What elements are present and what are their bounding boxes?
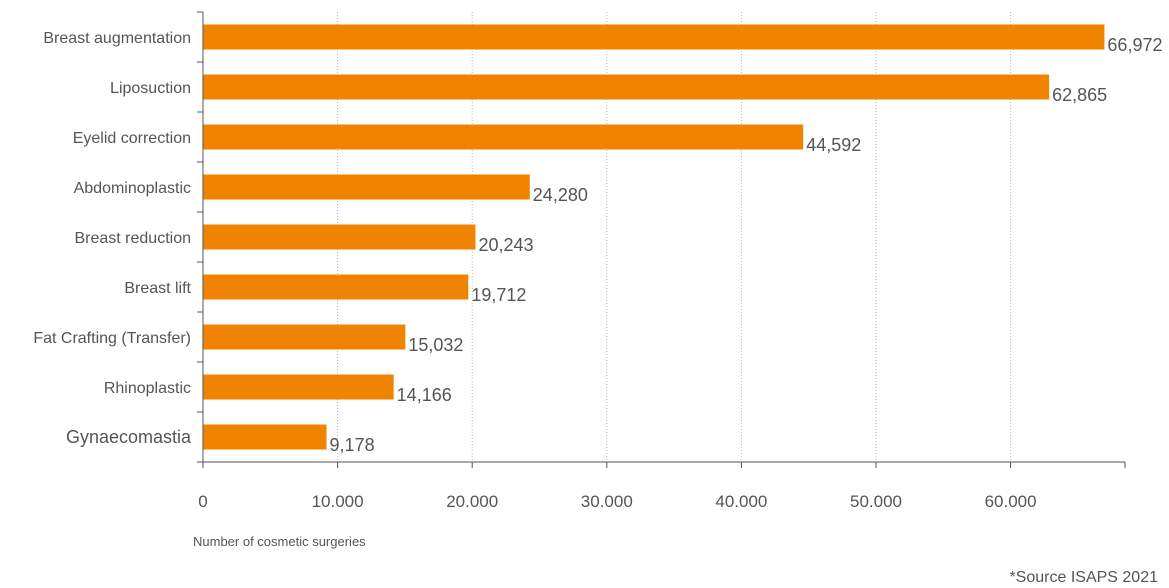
x-tick-label: 60.000 [985, 492, 1037, 511]
value-label: 15,032 [408, 335, 463, 355]
category-label: Breast lift [124, 280, 191, 297]
category-label: Breast reduction [74, 230, 191, 247]
category-label: Liposuction [110, 80, 191, 97]
bar [203, 74, 1050, 100]
bar [203, 374, 394, 400]
category-label: Breast augmentation [43, 30, 191, 47]
value-label: 66,972 [1107, 35, 1162, 55]
bar [203, 274, 469, 300]
x-tick-label: 50.000 [850, 492, 902, 511]
category-label: Abdominoplastic [74, 180, 191, 197]
bar [203, 224, 476, 250]
x-tick-label: 20.000 [446, 492, 498, 511]
bar [203, 424, 327, 450]
axes [197, 11, 1126, 468]
bars [203, 24, 1105, 450]
value-label: 9,178 [330, 435, 375, 455]
bar [203, 124, 804, 150]
value-labels: 66,972 62,865 44,592 24,280 20,243 19,712 15,0… [330, 35, 1163, 455]
x-axis-title: Number of cosmetic surgeries [193, 534, 366, 549]
x-tick-label: 30.000 [581, 492, 633, 511]
value-label: 62,865 [1052, 85, 1107, 105]
x-tick-label: 40.000 [715, 492, 767, 511]
value-label: 19,712 [471, 285, 526, 305]
value-label: 44,592 [806, 135, 861, 155]
value-label: 24,280 [533, 185, 588, 205]
bar [203, 324, 406, 350]
source-note: *Source ISAPS 2021 [1009, 569, 1158, 586]
bar [203, 24, 1105, 50]
category-labels: Breast augmentation Liposuction Eyelid cor… [33, 30, 192, 447]
category-label: Eyelid correction [73, 130, 191, 147]
value-label: 14,166 [397, 385, 452, 405]
category-label: Rhinoplastic [104, 380, 191, 397]
x-tick-label: 10.000 [312, 492, 364, 511]
x-tick-labels: 0 10.000 20.000 30.000 40.000 50.000 60.000 [198, 492, 1036, 511]
x-tick-label: 0 [198, 492, 207, 511]
bar [203, 174, 530, 200]
category-label: Gynaecomastia [66, 427, 192, 447]
value-label: 20,243 [478, 235, 533, 255]
category-label: Fat Crafting (Transfer) [33, 330, 191, 347]
